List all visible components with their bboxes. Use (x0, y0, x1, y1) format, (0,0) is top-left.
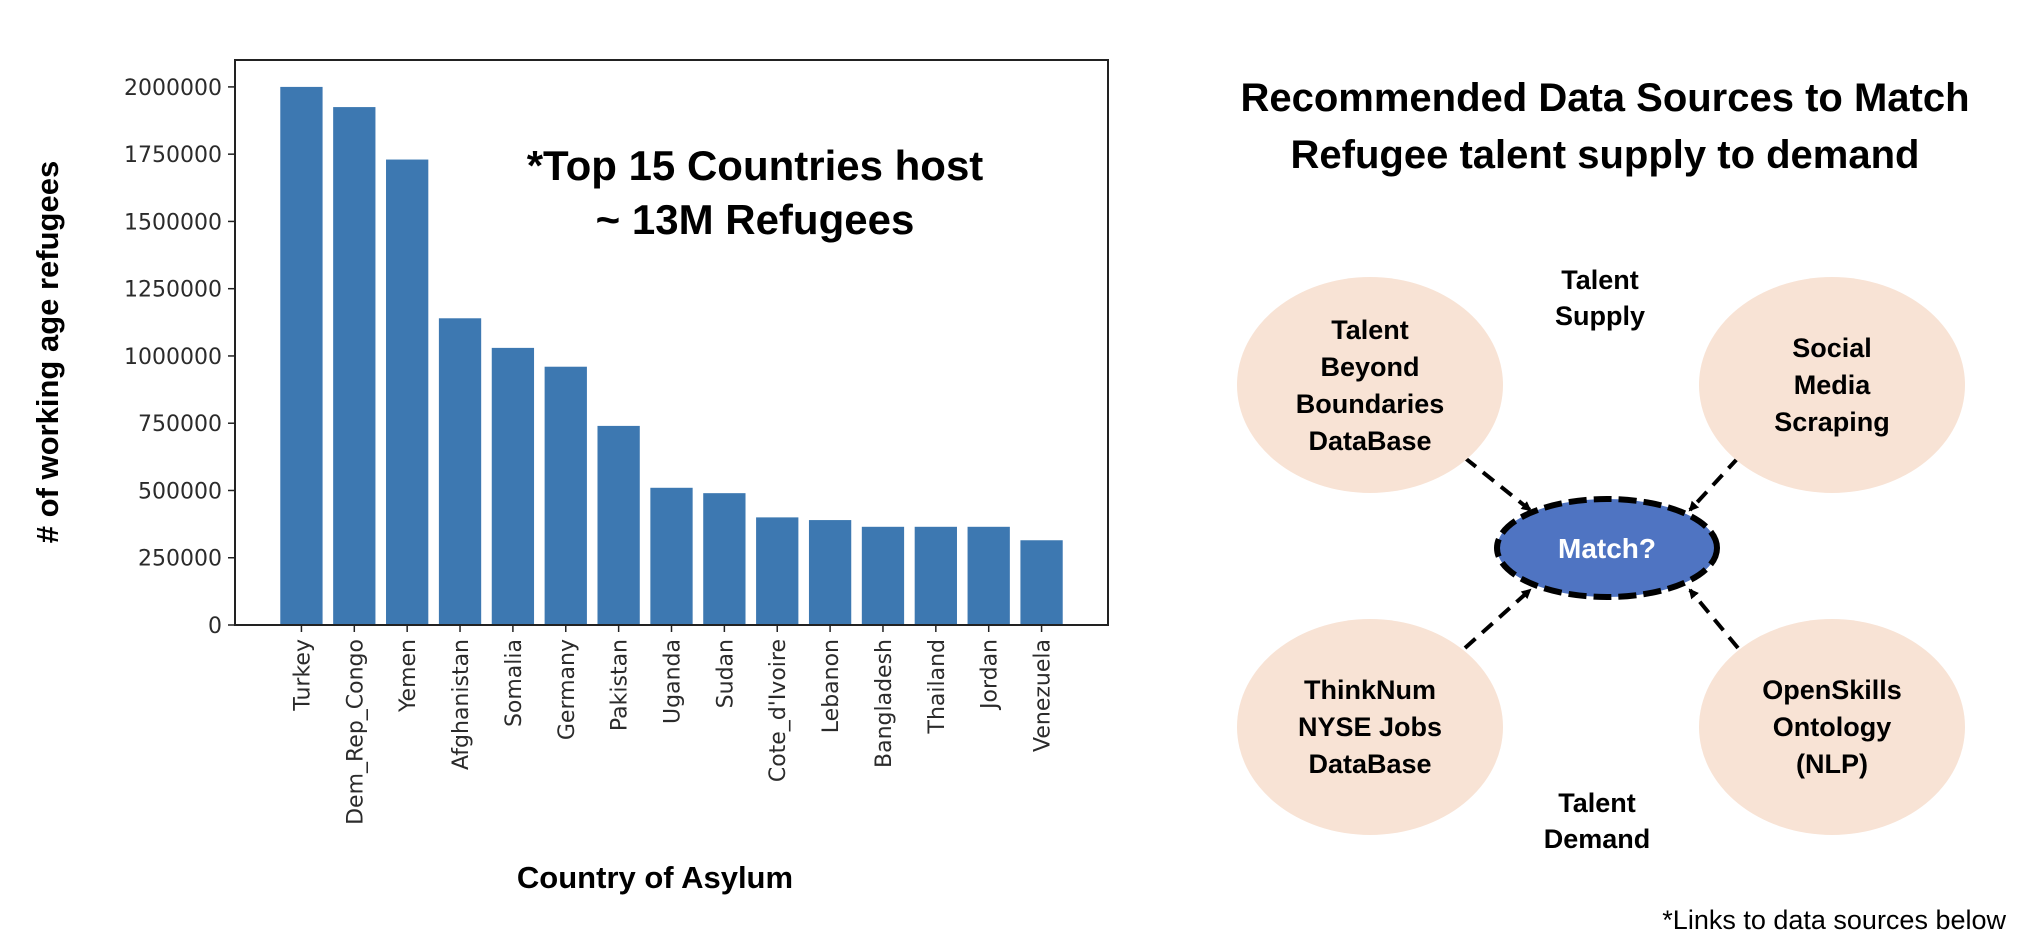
x-tick-label: Dem_Rep_Congo (343, 639, 368, 825)
svg-text:ThinkNum: ThinkNum (1304, 675, 1436, 705)
match-label: Match? (1558, 533, 1656, 564)
x-tick-label: Venezuela (1031, 639, 1056, 752)
bar-bangladesh (861, 526, 905, 625)
node-talent-beyond-boundaries-label: Talent Beyond Boundaries DataBase (1296, 315, 1445, 456)
node-openskills-label: OpenSkills Ontology (NLP) (1762, 675, 1902, 779)
svg-text:(NLP): (NLP) (1796, 749, 1868, 779)
diagram-title-line-2: Refugee talent supply to demand (1290, 133, 1920, 177)
arrow-thinknum-to-match (1463, 588, 1532, 650)
bar-thailand (914, 526, 957, 625)
x-tick-label: Bangladesh (872, 639, 897, 768)
bar-uganda (650, 487, 693, 625)
plot-frame (234, 59, 1109, 626)
x-tick-label: Turkey (290, 639, 315, 712)
bar-chart: 0 250000 500000 750000 1000000 1250000 1500000… (30, 59, 1109, 895)
x-tick-label: Afghanistan (449, 639, 474, 770)
bar-sudan (703, 493, 746, 625)
annotation-line-2: ~ 13M Refugees (596, 196, 915, 243)
bar-dem-rep-congo (333, 107, 376, 626)
x-tick-label: Germany (555, 639, 580, 740)
bar-pakistan (597, 425, 640, 625)
talent-demand-line-2: Demand (1544, 824, 1651, 854)
talent-supply-line-2: Supply (1555, 301, 1645, 331)
x-tick-label: Sudan (713, 639, 738, 708)
x-tick-label: Jordan (978, 639, 1003, 711)
x-axis-label: Country of Asylum (517, 860, 793, 895)
bar-cote-d-ivoire (756, 517, 799, 625)
bar-somalia (491, 347, 535, 625)
diagram-title-line-1: Recommended Data Sources to Match (1240, 76, 1970, 120)
node-openskills (1699, 619, 1965, 835)
bars-group (280, 86, 1063, 626)
arrow-tbb-to-match (1463, 456, 1532, 512)
annotation-line-1: *Top 15 Countries host (527, 142, 984, 189)
bar-lebanon (808, 520, 852, 625)
svg-text:Beyond: Beyond (1320, 352, 1419, 382)
y-axis-label: # of working age refugees (30, 161, 65, 543)
y-tick-label: 0 (208, 614, 222, 639)
y-tick-label: 250000 (138, 547, 222, 572)
arrow-openskills-to-match (1688, 588, 1740, 650)
y-tick-label: 1000000 (124, 345, 222, 370)
bar-jordan (967, 526, 1010, 625)
bar-germany (544, 366, 587, 625)
y-tick-label: 1750000 (124, 143, 222, 168)
svg-text:Scraping: Scraping (1774, 407, 1890, 437)
y-axis-ticks: 0 250000 500000 750000 1000000 1250000 1500000… (124, 76, 235, 639)
node-thinknum-label: ThinkNum NYSE Jobs DataBase (1298, 675, 1442, 779)
diagram: Talent Beyond Boundaries DataBase Social… (1237, 265, 1965, 854)
svg-text:Media: Media (1794, 370, 1872, 400)
x-tick-label: Uganda (661, 639, 686, 724)
svg-text:Boundaries: Boundaries (1296, 389, 1445, 419)
bar-yemen (386, 159, 429, 626)
x-tick-label: Somalia (502, 639, 527, 727)
node-talent-beyond-boundaries (1237, 277, 1503, 493)
bar-afghanistan (438, 318, 482, 625)
x-axis-ticks: Turkey Dem_Rep_Congo Yemen Afghanistan Somal… (290, 625, 1056, 825)
diagram-title: Recommended Data Sources to Match Refuge… (1225, 70, 1985, 184)
node-thinknum (1237, 619, 1503, 835)
y-tick-label: 1500000 (124, 210, 222, 235)
arrow-social-to-match (1688, 456, 1740, 512)
svg-text:DataBase: DataBase (1308, 426, 1431, 456)
svg-text:DataBase: DataBase (1308, 749, 1431, 779)
svg-text:NYSE Jobs: NYSE Jobs (1298, 712, 1442, 742)
node-social-media-scraping (1699, 277, 1965, 493)
x-tick-label: Lebanon (819, 639, 844, 733)
y-tick-label: 2000000 (124, 76, 222, 101)
svg-text:Social: Social (1792, 333, 1872, 363)
y-tick-label: 750000 (138, 412, 222, 437)
svg-text:OpenSkills: OpenSkills (1762, 675, 1902, 705)
x-tick-label: Cote_d'Ivoire (766, 639, 791, 782)
bar-venezuela (1020, 540, 1063, 625)
match-node (1494, 496, 1720, 600)
footnote: *Links to data sources below (1662, 905, 2006, 935)
y-tick-label: 1250000 (124, 278, 222, 303)
svg-text:Ontology: Ontology (1773, 712, 1891, 742)
x-tick-label: Yemen (396, 639, 421, 713)
bar-turkey (280, 86, 323, 625)
svg-text:Talent: Talent (1331, 315, 1409, 345)
x-tick-label: Thailand (925, 639, 950, 734)
talent-demand-line-1: Talent (1558, 788, 1636, 818)
talent-supply-line-1: Talent (1561, 265, 1639, 295)
node-social-media-scraping-label: Social Media Scraping (1774, 333, 1890, 437)
x-tick-label: Pakistan (608, 639, 633, 731)
y-tick-label: 500000 (138, 479, 222, 504)
